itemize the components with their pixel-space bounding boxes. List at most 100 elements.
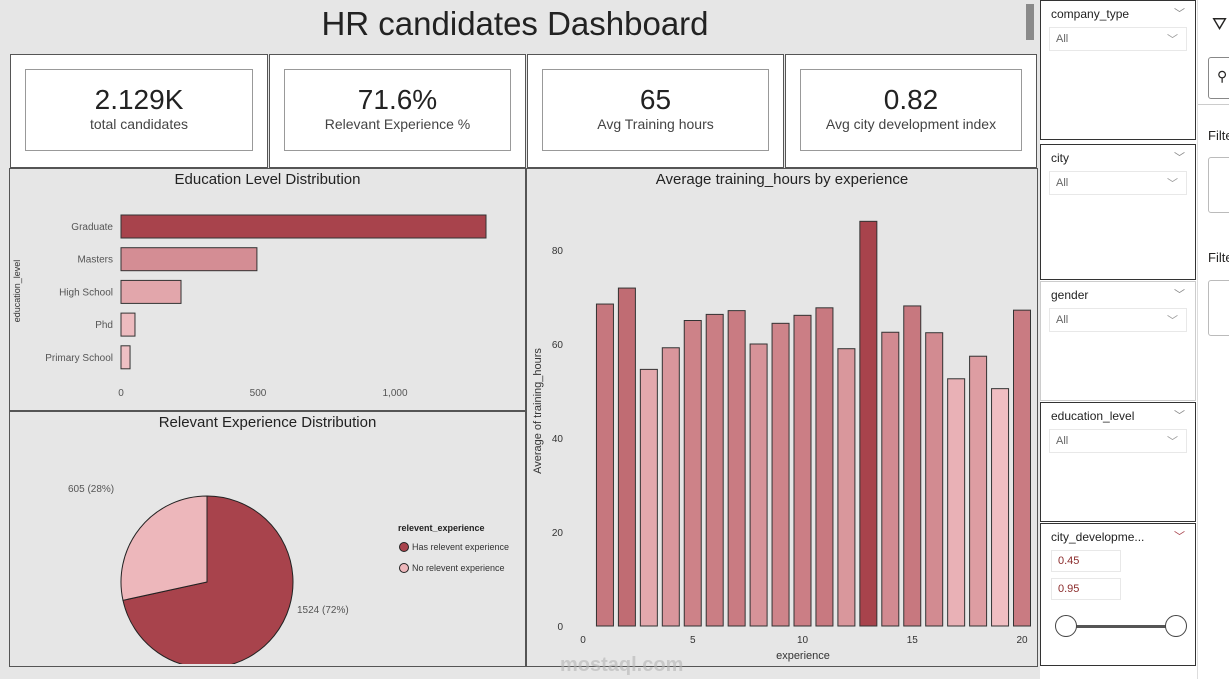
bar-experience-9 — [771, 322, 790, 627]
filters-section-label: Filte — [1208, 250, 1229, 265]
slicer-label: education_level — [1051, 409, 1135, 423]
slider-max-handle[interactable] — [1165, 615, 1187, 637]
pie-slice — [122, 495, 294, 664]
bar-experience-13 — [859, 220, 878, 627]
dropdown-value: All — [1056, 435, 1069, 447]
search-icon: ⚲ — [1217, 68, 1228, 84]
chart-title: Average training_hours by experience — [655, 171, 909, 188]
kpi-card-training: 65 Avg Training hours — [527, 54, 784, 168]
x-tick-label: 500 — [250, 388, 267, 399]
chevron-down-icon: ﹀ — [1167, 315, 1178, 327]
y-axis-label: Average of training_hours — [532, 348, 544, 474]
chevron-down-icon[interactable]: ﹀ — [1174, 8, 1185, 20]
training-hours-chart: Average training_hours by experience 0 20… — [526, 168, 1038, 667]
x-tick-label: 10 — [797, 635, 809, 646]
kpi-label: Avg Training hours — [597, 116, 714, 132]
slider-min-handle[interactable] — [1055, 615, 1077, 637]
bar-experience-18 — [969, 355, 988, 627]
chevron-down-icon: ﹀ — [1167, 34, 1178, 46]
bar-experience-8 — [749, 343, 768, 627]
y-tick-label: 40 — [552, 434, 564, 445]
bar-phd — [120, 312, 136, 337]
filters-section-label: Filte — [1208, 128, 1229, 143]
chevron-down-icon[interactable]: ﹀ — [1174, 410, 1185, 422]
slicer-dropdown[interactable]: All ﹀ — [1049, 171, 1187, 195]
chevron-down-icon[interactable]: ﹀ — [1174, 152, 1185, 164]
range-max-input[interactable]: 0.95 — [1051, 578, 1121, 600]
slicer-dropdown[interactable]: All ﹀ — [1049, 429, 1187, 453]
filter-icon[interactable]: ⛛ — [1212, 14, 1228, 34]
legend-title: relevent_experience — [398, 523, 485, 533]
watermark: mostaql.com — [560, 654, 684, 676]
bar-experience-12 — [837, 348, 856, 627]
bar-experience-15 — [903, 305, 922, 627]
page-title: HR candidates Dashboard — [321, 5, 709, 42]
y-tick-label: Phd — [95, 320, 113, 331]
filter-well[interactable] — [1208, 280, 1229, 336]
x-tick-label: 20 — [1016, 635, 1028, 646]
range-min-input[interactable]: 0.45 — [1051, 550, 1121, 572]
education-chart: Education Level Distribution Graduate Mas… — [9, 168, 526, 411]
kpi-value: 0.82 — [883, 84, 939, 115]
legend-label: Has relevent experience — [412, 542, 509, 552]
training-chart-svg: 0 20 40 60 80 0 5 10 15 20 experience Average of tr… — [532, 220, 1031, 662]
y-tick-label: 80 — [552, 246, 564, 257]
pie-chart-svg: 1524 (72%) 605 (28%) relevent_experience Ha… — [68, 484, 509, 664]
bar-experience-16 — [925, 332, 944, 627]
slicer-dropdown[interactable]: All ﹀ — [1049, 308, 1187, 332]
bar-experience-14 — [881, 331, 900, 627]
x-tick-label: 0 — [118, 388, 124, 399]
legend-label: No relevent experience — [412, 563, 505, 573]
kpi-value: 65 — [639, 84, 672, 115]
kpi-label: Relevant Experience % — [324, 116, 471, 132]
search-box[interactable]: ⚲ — [1208, 57, 1229, 99]
y-tick-label: High School — [59, 287, 113, 298]
bar-experience-20 — [1013, 309, 1031, 627]
kpi-label: total candidates — [89, 116, 189, 132]
bar-high-school — [120, 279, 182, 304]
slicer-label: gender — [1051, 288, 1089, 302]
bar-experience-19 — [991, 388, 1010, 627]
kpi-value: 2.129K — [94, 84, 184, 115]
kpi-card-relevant: 71.6% Relevant Experience % — [269, 54, 526, 168]
x-tick-label: 0 — [580, 635, 586, 646]
slicer-gender[interactable]: gender ﹀ All ﹀ — [1040, 281, 1196, 401]
bar-experience-11 — [815, 307, 834, 627]
bar-experience-5 — [683, 320, 702, 627]
scrollbar[interactable] — [1026, 4, 1034, 40]
x-tick-label: 1,000 — [383, 388, 408, 399]
chart-title: Relevant Experience Distribution — [158, 414, 377, 431]
legend-marker — [399, 563, 409, 573]
bar-experience-7 — [727, 310, 746, 627]
kpi-value: 71.6% — [357, 84, 438, 115]
dropdown-value: All — [1056, 314, 1069, 326]
kpi-card-city-index: 0.82 Avg city development index — [785, 54, 1037, 168]
slicer-city-development[interactable]: city_developme... ﹀ 0.45 0.95 — [1040, 523, 1196, 666]
chevron-down-icon[interactable]: ﹀ — [1174, 289, 1185, 301]
dropdown-value: All — [1056, 177, 1069, 189]
slicer-dropdown[interactable]: All ﹀ — [1049, 27, 1187, 51]
bar-experience-17 — [947, 378, 966, 627]
slicer-city[interactable]: city ﹀ All ﹀ — [1040, 144, 1196, 280]
y-tick-label: 0 — [557, 622, 563, 633]
bar-experience-2 — [617, 287, 636, 627]
slicer-company-type[interactable]: company_type ﹀ All ﹀ — [1040, 0, 1196, 140]
x-tick-label: 15 — [907, 635, 919, 646]
data-label: 1524 (72%) — [297, 605, 349, 616]
y-tick-label: 20 — [552, 528, 564, 539]
y-tick-label: Masters — [77, 255, 113, 266]
report-canvas: HR candidates Dashboard 2.129K total cand… — [0, 0, 1040, 679]
filter-well[interactable] — [1208, 157, 1229, 213]
kpi-card-total: 2.129K total candidates — [10, 54, 268, 168]
filters-pane: ⛛ ⚲ Filte Filte — [1197, 0, 1229, 679]
pie-slice — [120, 495, 208, 601]
education-chart-svg: Graduate Masters High School Phd Primary Sch… — [12, 214, 487, 399]
divider — [1198, 104, 1229, 105]
dropdown-value: All — [1056, 33, 1069, 45]
y-axis-label: education_level — [12, 260, 22, 323]
y-tick-label: Graduate — [71, 222, 113, 233]
chevron-down-icon[interactable]: ﹀ — [1174, 531, 1185, 543]
bar-experience-10 — [793, 314, 812, 627]
chevron-down-icon: ﹀ — [1167, 436, 1178, 448]
slicer-education-level[interactable]: education_level ﹀ All ﹀ — [1040, 402, 1196, 522]
